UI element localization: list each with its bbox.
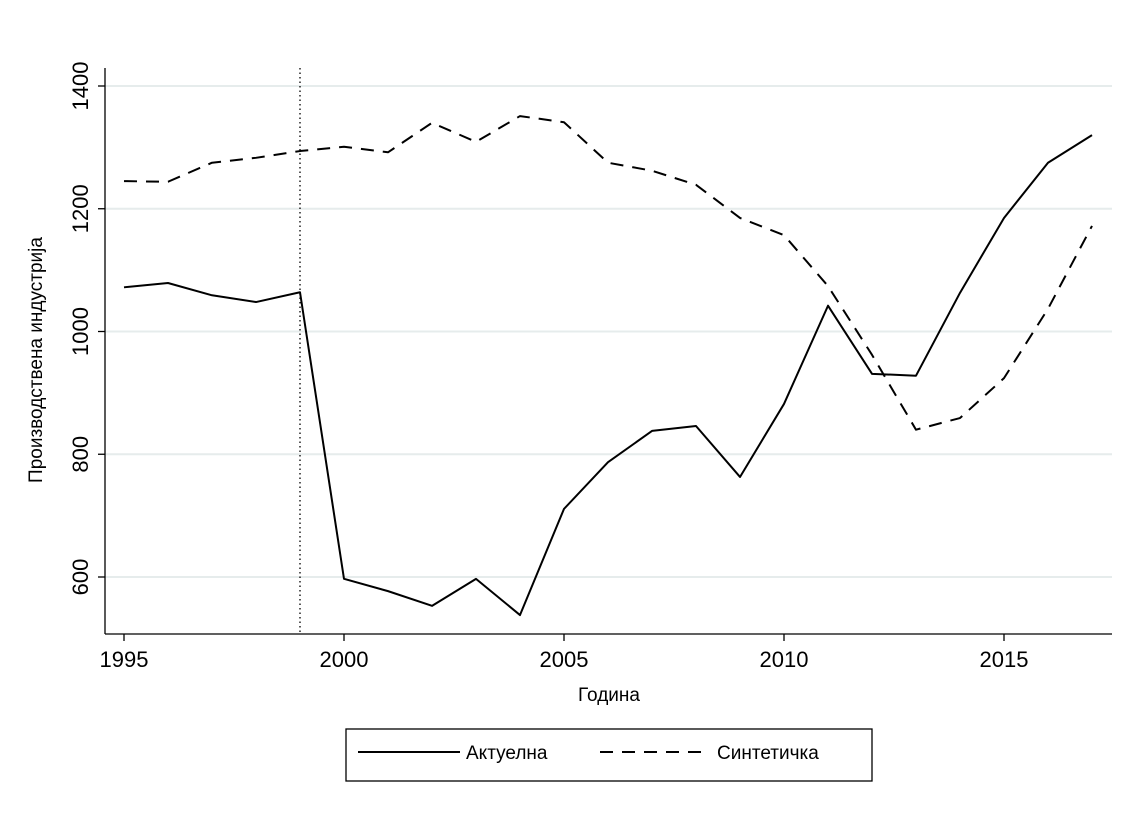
x-axis-label: Година bbox=[578, 685, 640, 706]
legend-box bbox=[345, 728, 873, 782]
series-lines bbox=[123, 115, 1093, 617]
gridlines bbox=[105, 85, 1112, 578]
x-tick-label: 2010 bbox=[760, 647, 809, 672]
y-tick-label: 600 bbox=[68, 559, 93, 596]
x-tick-label: 2000 bbox=[320, 647, 369, 672]
x-ticks: 1995 2000 2005 2010 2015 bbox=[100, 634, 1029, 672]
y-ticks: 600 800 1000 1200 1400 bbox=[68, 62, 105, 596]
x-tick-label: 1995 bbox=[100, 647, 149, 672]
y-tick-label: 1000 bbox=[68, 307, 93, 356]
y-axis-label: Производствена индустрија bbox=[26, 237, 47, 483]
series-line-synthetic bbox=[123, 115, 1093, 431]
legend-label-synthetic: Синтетичка bbox=[717, 743, 819, 764]
y-tick-label: 800 bbox=[68, 436, 93, 473]
legend: Актуелна Синтетичка bbox=[345, 728, 873, 782]
x-tick-label: 2015 bbox=[980, 647, 1029, 672]
y-tick-label: 1200 bbox=[68, 184, 93, 233]
legend-label-actual: Актуелна bbox=[466, 743, 548, 764]
y-tick-label: 1400 bbox=[68, 62, 93, 111]
x-tick-label: 2005 bbox=[540, 647, 589, 672]
series-line-actual bbox=[123, 134, 1093, 617]
